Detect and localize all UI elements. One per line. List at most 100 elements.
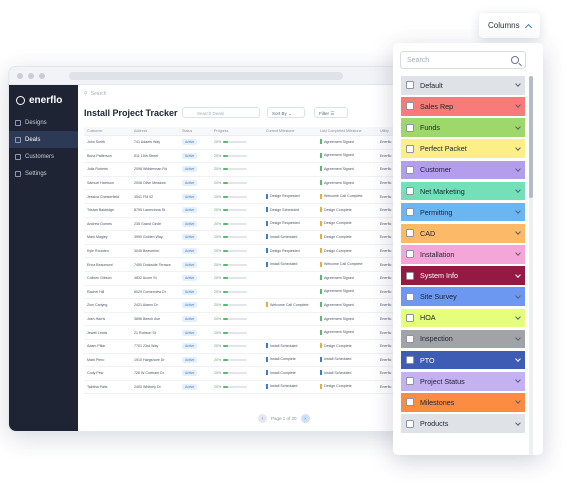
table-row[interactable]: Mark Magley 3990 Golden Way Active 20% Insta… xyxy=(84,231,421,245)
column-group-permitting[interactable]: Permitting xyxy=(401,202,525,222)
sidebar-item-settings[interactable]: Settings xyxy=(9,165,78,182)
deals-search-input[interactable]: Search Deals xyxy=(182,107,260,118)
sidebar-item-customers[interactable]: Customers xyxy=(9,148,78,165)
column-group-installation[interactable]: Installation xyxy=(401,245,525,264)
columns-search-input[interactable]: Search xyxy=(400,51,526,69)
url-bar[interactable] xyxy=(69,72,343,80)
column-group-site-survey[interactable]: Site Survey xyxy=(401,287,525,306)
column-header[interactable]: Status xyxy=(182,129,193,133)
chevron-down-icon[interactable] xyxy=(515,356,521,362)
checkbox[interactable] xyxy=(406,123,414,132)
chevron-down-icon[interactable] xyxy=(515,419,521,426)
chevron-down-icon[interactable] xyxy=(515,250,521,257)
previous-page-button[interactable]: ‹ xyxy=(258,414,267,423)
filter-button[interactable]: Filter ☰ xyxy=(314,107,348,118)
column-group-inspection[interactable]: Inspection xyxy=(401,329,525,349)
scrollbar-thumb[interactable] xyxy=(529,76,533,198)
column-header[interactable]: Address xyxy=(134,129,148,133)
scrollbar-track[interactable] xyxy=(529,76,533,455)
sidebar-item-designs[interactable]: Designs xyxy=(9,114,78,131)
column-group-customer[interactable]: Customer xyxy=(401,160,525,180)
columns-button[interactable]: Columns xyxy=(479,13,540,38)
column-group-pto[interactable]: PTO xyxy=(401,350,525,370)
column-group-cad[interactable]: CAD xyxy=(401,223,525,243)
chevron-down-icon[interactable] xyxy=(515,102,521,109)
column-header[interactable]: Last Completed Milestone xyxy=(320,129,362,133)
table-row[interactable]: Zion Carlyng 2421 Alamo Dr Active 20% Welcom… xyxy=(84,299,421,313)
column-group-default[interactable]: Default xyxy=(401,76,525,95)
chevron-down-icon[interactable] xyxy=(515,208,521,214)
column-group-project-status[interactable]: Project Status xyxy=(401,371,525,391)
table-row[interactable]: Colleen Gibson 4832 Acorn St Active 20% Agre… xyxy=(84,272,421,286)
checkbox[interactable] xyxy=(406,165,414,174)
checkbox[interactable] xyxy=(406,377,414,386)
table-row[interactable]: Adam Pillar 7701 23rd Way Active 20% Install… xyxy=(84,340,421,354)
checkbox[interactable] xyxy=(406,292,414,301)
column-group-system-info[interactable]: System Info xyxy=(401,266,525,285)
checkbox[interactable] xyxy=(406,250,414,259)
progress-bar xyxy=(223,345,248,348)
column-group-milestones[interactable]: Milestones xyxy=(401,393,525,412)
table-row[interactable]: Bona Patterson 511 15th Street Active 20% Ag… xyxy=(84,150,421,164)
column-header[interactable]: Customer xyxy=(87,129,103,133)
checkbox[interactable] xyxy=(406,208,414,217)
column-group-label: Perfect Packet xyxy=(420,144,467,154)
table-row[interactable]: Kyle Rourden 3045 Beaverton Active 20% Desig… xyxy=(84,245,421,259)
column-group-perfect-packet[interactable]: Perfect Packet xyxy=(401,139,525,159)
checkbox[interactable] xyxy=(406,144,414,153)
checkbox[interactable] xyxy=(406,398,414,407)
table-row[interactable]: Jewell Lewis 21 Robson St Active 20% Agreeme… xyxy=(84,326,421,340)
chevron-down-icon[interactable] xyxy=(515,377,521,384)
progress-bar xyxy=(223,154,248,157)
checkbox[interactable] xyxy=(406,356,414,365)
column-group-hoa[interactable]: HOA xyxy=(401,308,525,328)
table-row[interactable]: Tristan Baldridge 8795 Lamecinna St Active… xyxy=(84,204,421,218)
chevron-down-icon[interactable] xyxy=(515,144,521,151)
column-group-label: Site Survey xyxy=(420,292,457,302)
column-header[interactable]: Utility xyxy=(380,129,389,133)
column-group-sales-rep[interactable]: Sales Rep xyxy=(401,97,525,116)
checkbox[interactable] xyxy=(406,229,414,238)
column-header[interactable]: Progress xyxy=(214,129,229,133)
sort-by-dropdown[interactable]: Sort By ⌄ xyxy=(267,107,305,118)
status-badge: Active xyxy=(182,316,198,323)
table-row[interactable]: Jessica Chesterfield 3541 FM 02 Active 20% D… xyxy=(84,190,421,204)
milestone-color-marker xyxy=(320,220,322,226)
top-search[interactable]: ⚲ Search xyxy=(84,91,154,97)
column-group-net-marketing[interactable]: Net Marketing xyxy=(401,181,525,201)
column-group-funds[interactable]: Funds xyxy=(401,118,525,137)
chevron-down-icon[interactable] xyxy=(515,314,521,320)
table-row[interactable]: John Smith 741 Adams Way Active 20% Agreemen… xyxy=(84,136,421,150)
table-row[interactable]: Cody Pew 726 W Cortham Dr Active 20% Install… xyxy=(84,367,421,381)
chevron-down-icon[interactable] xyxy=(515,81,521,88)
chevron-down-icon[interactable] xyxy=(515,292,521,299)
checkbox[interactable] xyxy=(406,81,414,90)
checkbox[interactable] xyxy=(406,334,414,343)
chevron-down-icon[interactable] xyxy=(515,335,521,341)
chevron-down-icon[interactable] xyxy=(515,398,521,405)
column-group-products[interactable]: Products xyxy=(401,414,525,433)
table-row[interactable]: Andrew Gomes 235 Grand Circle Active 20% Des… xyxy=(84,218,421,232)
checkbox[interactable] xyxy=(406,271,414,280)
milestone-label: Install Scheduled xyxy=(270,343,298,348)
table-row[interactable]: Mark Piero 1910 Hargshore Dr Active 20% Inst… xyxy=(84,354,421,368)
next-page-button[interactable]: › xyxy=(300,414,310,423)
chevron-down-icon[interactable] xyxy=(515,187,521,193)
checkbox[interactable] xyxy=(406,313,414,322)
table-row[interactable]: Samuel Harrison 2008 Olive Meadow Active 20… xyxy=(84,177,421,191)
checkbox[interactable] xyxy=(406,102,414,111)
column-header[interactable]: Current Milestone xyxy=(266,129,295,133)
progress-percent: 20% xyxy=(214,262,222,267)
chevron-down-icon[interactable] xyxy=(515,166,521,172)
table-row[interactable]: Josh Harris 3896 Beech Ave Active 20% Agreem… xyxy=(84,313,421,327)
chevron-down-icon[interactable] xyxy=(515,229,521,236)
table-row[interactable]: Julia Roberts 2098 Widderman Rd Active 20% A… xyxy=(84,163,421,177)
chevron-down-icon[interactable] xyxy=(515,123,521,130)
checkbox[interactable] xyxy=(406,187,414,195)
table-row[interactable]: Erica Beaumont 7450 Dockside Terrace Activ… xyxy=(84,258,421,272)
sidebar-item-deals[interactable]: Deals xyxy=(9,131,78,148)
table-row[interactable]: Tabitha Palis 2400 Whitney Dr Active 20% Ins… xyxy=(84,381,421,395)
checkbox[interactable] xyxy=(406,419,414,428)
chevron-down-icon[interactable] xyxy=(515,271,521,278)
table-row[interactable]: Rachel Hill 6029 Cornerview Dr Active 20% Ag… xyxy=(84,286,421,300)
